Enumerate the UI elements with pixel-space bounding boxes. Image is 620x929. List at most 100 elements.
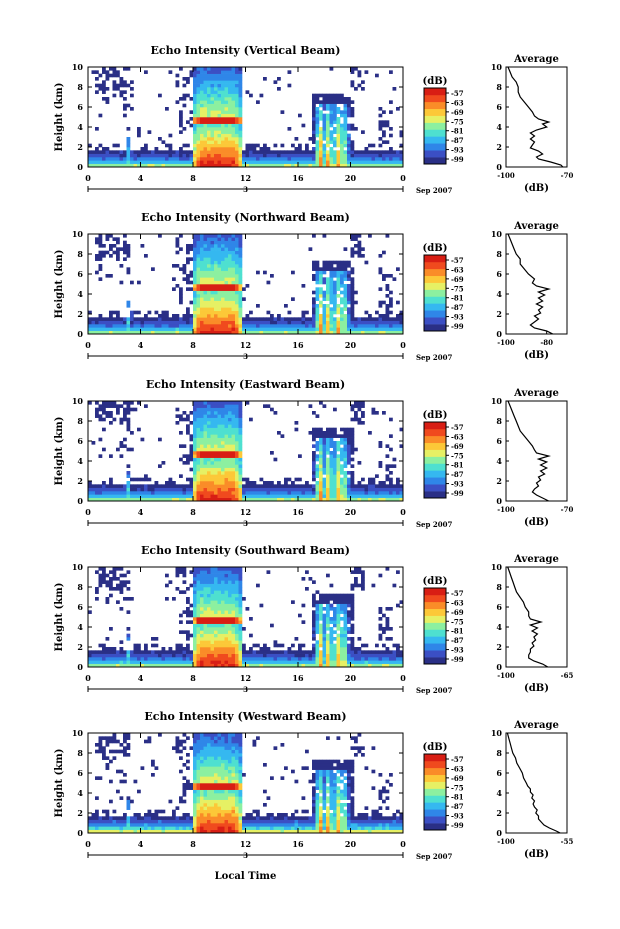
heatmap-cell bbox=[228, 264, 232, 268]
heatmap-cell bbox=[179, 417, 183, 422]
x-tick-label: 4 bbox=[138, 340, 144, 350]
heatmap-cell bbox=[364, 491, 369, 495]
heatmap-cell bbox=[298, 320, 302, 325]
heatmap-cell bbox=[245, 153, 250, 158]
heatmap-cell bbox=[105, 73, 110, 78]
heatmap-cell bbox=[340, 647, 344, 651]
panel-title: Echo Intensity (Vertical Beam) bbox=[150, 44, 340, 57]
heatmap-cell bbox=[123, 411, 127, 415]
heatmap-cell bbox=[343, 597, 348, 601]
heatmap-cell bbox=[203, 280, 208, 285]
heatmap-cell bbox=[224, 471, 229, 475]
heatmap-cell bbox=[252, 324, 257, 328]
heatmap-cell bbox=[182, 454, 187, 458]
heatmap-cell bbox=[214, 284, 218, 288]
heatmap-cell bbox=[347, 97, 351, 101]
heatmap-cell bbox=[224, 593, 229, 598]
heatmap-cell bbox=[315, 327, 320, 331]
heatmap-cell bbox=[375, 157, 379, 161]
heatmap-cell bbox=[165, 653, 169, 658]
heatmap-cell bbox=[189, 123, 194, 128]
heatmap-cell bbox=[350, 147, 355, 151]
heatmap-cell bbox=[350, 277, 355, 281]
heatmap-cell bbox=[396, 163, 400, 168]
heatmap-cell bbox=[172, 650, 176, 654]
heatmap-cell bbox=[207, 234, 211, 238]
heatmap-cell bbox=[196, 603, 201, 608]
heatmap-cell bbox=[238, 314, 243, 318]
heatmap-cell bbox=[266, 491, 271, 495]
heatmap-cell bbox=[196, 284, 201, 288]
heatmap-cell bbox=[224, 481, 229, 485]
heatmap-cell bbox=[221, 597, 225, 601]
heatmap-cell bbox=[193, 317, 197, 321]
heatmap-cell bbox=[326, 133, 330, 138]
heatmap-cell bbox=[336, 163, 341, 168]
heatmap-cell bbox=[200, 163, 204, 168]
heatmap-cell bbox=[228, 461, 232, 465]
heatmap-cell bbox=[347, 160, 351, 164]
heatmap-cell bbox=[378, 481, 383, 485]
heatmap-cell bbox=[200, 150, 204, 154]
heatmap-cell bbox=[371, 163, 376, 168]
heatmap-cell bbox=[207, 267, 211, 271]
heatmap-cell bbox=[193, 304, 197, 308]
heatmap-cell bbox=[126, 633, 131, 638]
heatmap-cell bbox=[361, 587, 365, 591]
heatmap-cell bbox=[224, 100, 229, 104]
heatmap-cell bbox=[329, 327, 334, 331]
heatmap-cell bbox=[207, 294, 211, 298]
heatmap-cell bbox=[217, 617, 222, 621]
heatmap-cell bbox=[298, 613, 302, 618]
heatmap-cell bbox=[189, 497, 194, 502]
heatmap-cell bbox=[238, 590, 243, 594]
heatmap-cell bbox=[231, 491, 236, 495]
heatmap-cell bbox=[112, 83, 117, 88]
heatmap-cell bbox=[231, 427, 236, 432]
heatmap-cell bbox=[214, 254, 218, 258]
heatmap-cell bbox=[259, 324, 264, 328]
heatmap-cell bbox=[238, 603, 243, 608]
heatmap-cell bbox=[207, 454, 211, 458]
heatmap-cell bbox=[210, 100, 215, 104]
heatmap-cell bbox=[217, 90, 222, 94]
heatmap-cell bbox=[315, 150, 320, 154]
heatmap-cell bbox=[221, 314, 225, 318]
heatmap-cell bbox=[266, 660, 271, 664]
heatmap-cell bbox=[315, 484, 320, 488]
heatmap-cell bbox=[221, 660, 225, 664]
avg-y-tick-label: 0 bbox=[496, 329, 502, 339]
colorbar-swatch bbox=[424, 94, 446, 103]
heatmap-cell bbox=[347, 487, 351, 492]
heatmap-cell bbox=[322, 404, 327, 408]
heatmap-cell bbox=[189, 437, 194, 442]
heatmap-cell bbox=[109, 317, 113, 321]
heatmap-cell bbox=[263, 77, 267, 81]
heatmap-cell bbox=[116, 657, 120, 661]
heatmap-cell bbox=[326, 287, 330, 291]
heatmap-cell bbox=[340, 491, 344, 495]
heatmap-cell bbox=[154, 160, 159, 164]
heatmap-cell bbox=[172, 327, 176, 331]
avg-x-tick-label: -70 bbox=[561, 505, 574, 514]
heatmap-cell bbox=[375, 497, 379, 502]
heatmap-cell bbox=[235, 467, 239, 472]
heatmap-cell bbox=[273, 150, 278, 154]
heatmap-cell bbox=[203, 617, 208, 621]
heatmap-cell bbox=[382, 274, 386, 278]
heatmap-cell bbox=[228, 153, 232, 158]
heatmap-cell bbox=[235, 597, 239, 601]
heatmap-cell bbox=[168, 150, 173, 154]
heatmap-cell bbox=[382, 153, 386, 158]
heatmap-cell bbox=[224, 447, 229, 452]
heatmap-cell bbox=[238, 324, 243, 328]
heatmap-cell bbox=[389, 150, 393, 154]
heatmap-cell bbox=[319, 431, 323, 435]
heatmap-cell bbox=[203, 647, 208, 651]
heatmap-cell bbox=[315, 130, 320, 134]
x-tick-label: 0 bbox=[400, 173, 406, 183]
heatmap-cell bbox=[207, 444, 211, 448]
heatmap-cell bbox=[326, 143, 330, 148]
heatmap-cell bbox=[189, 467, 194, 472]
heatmap-cell bbox=[210, 77, 215, 81]
